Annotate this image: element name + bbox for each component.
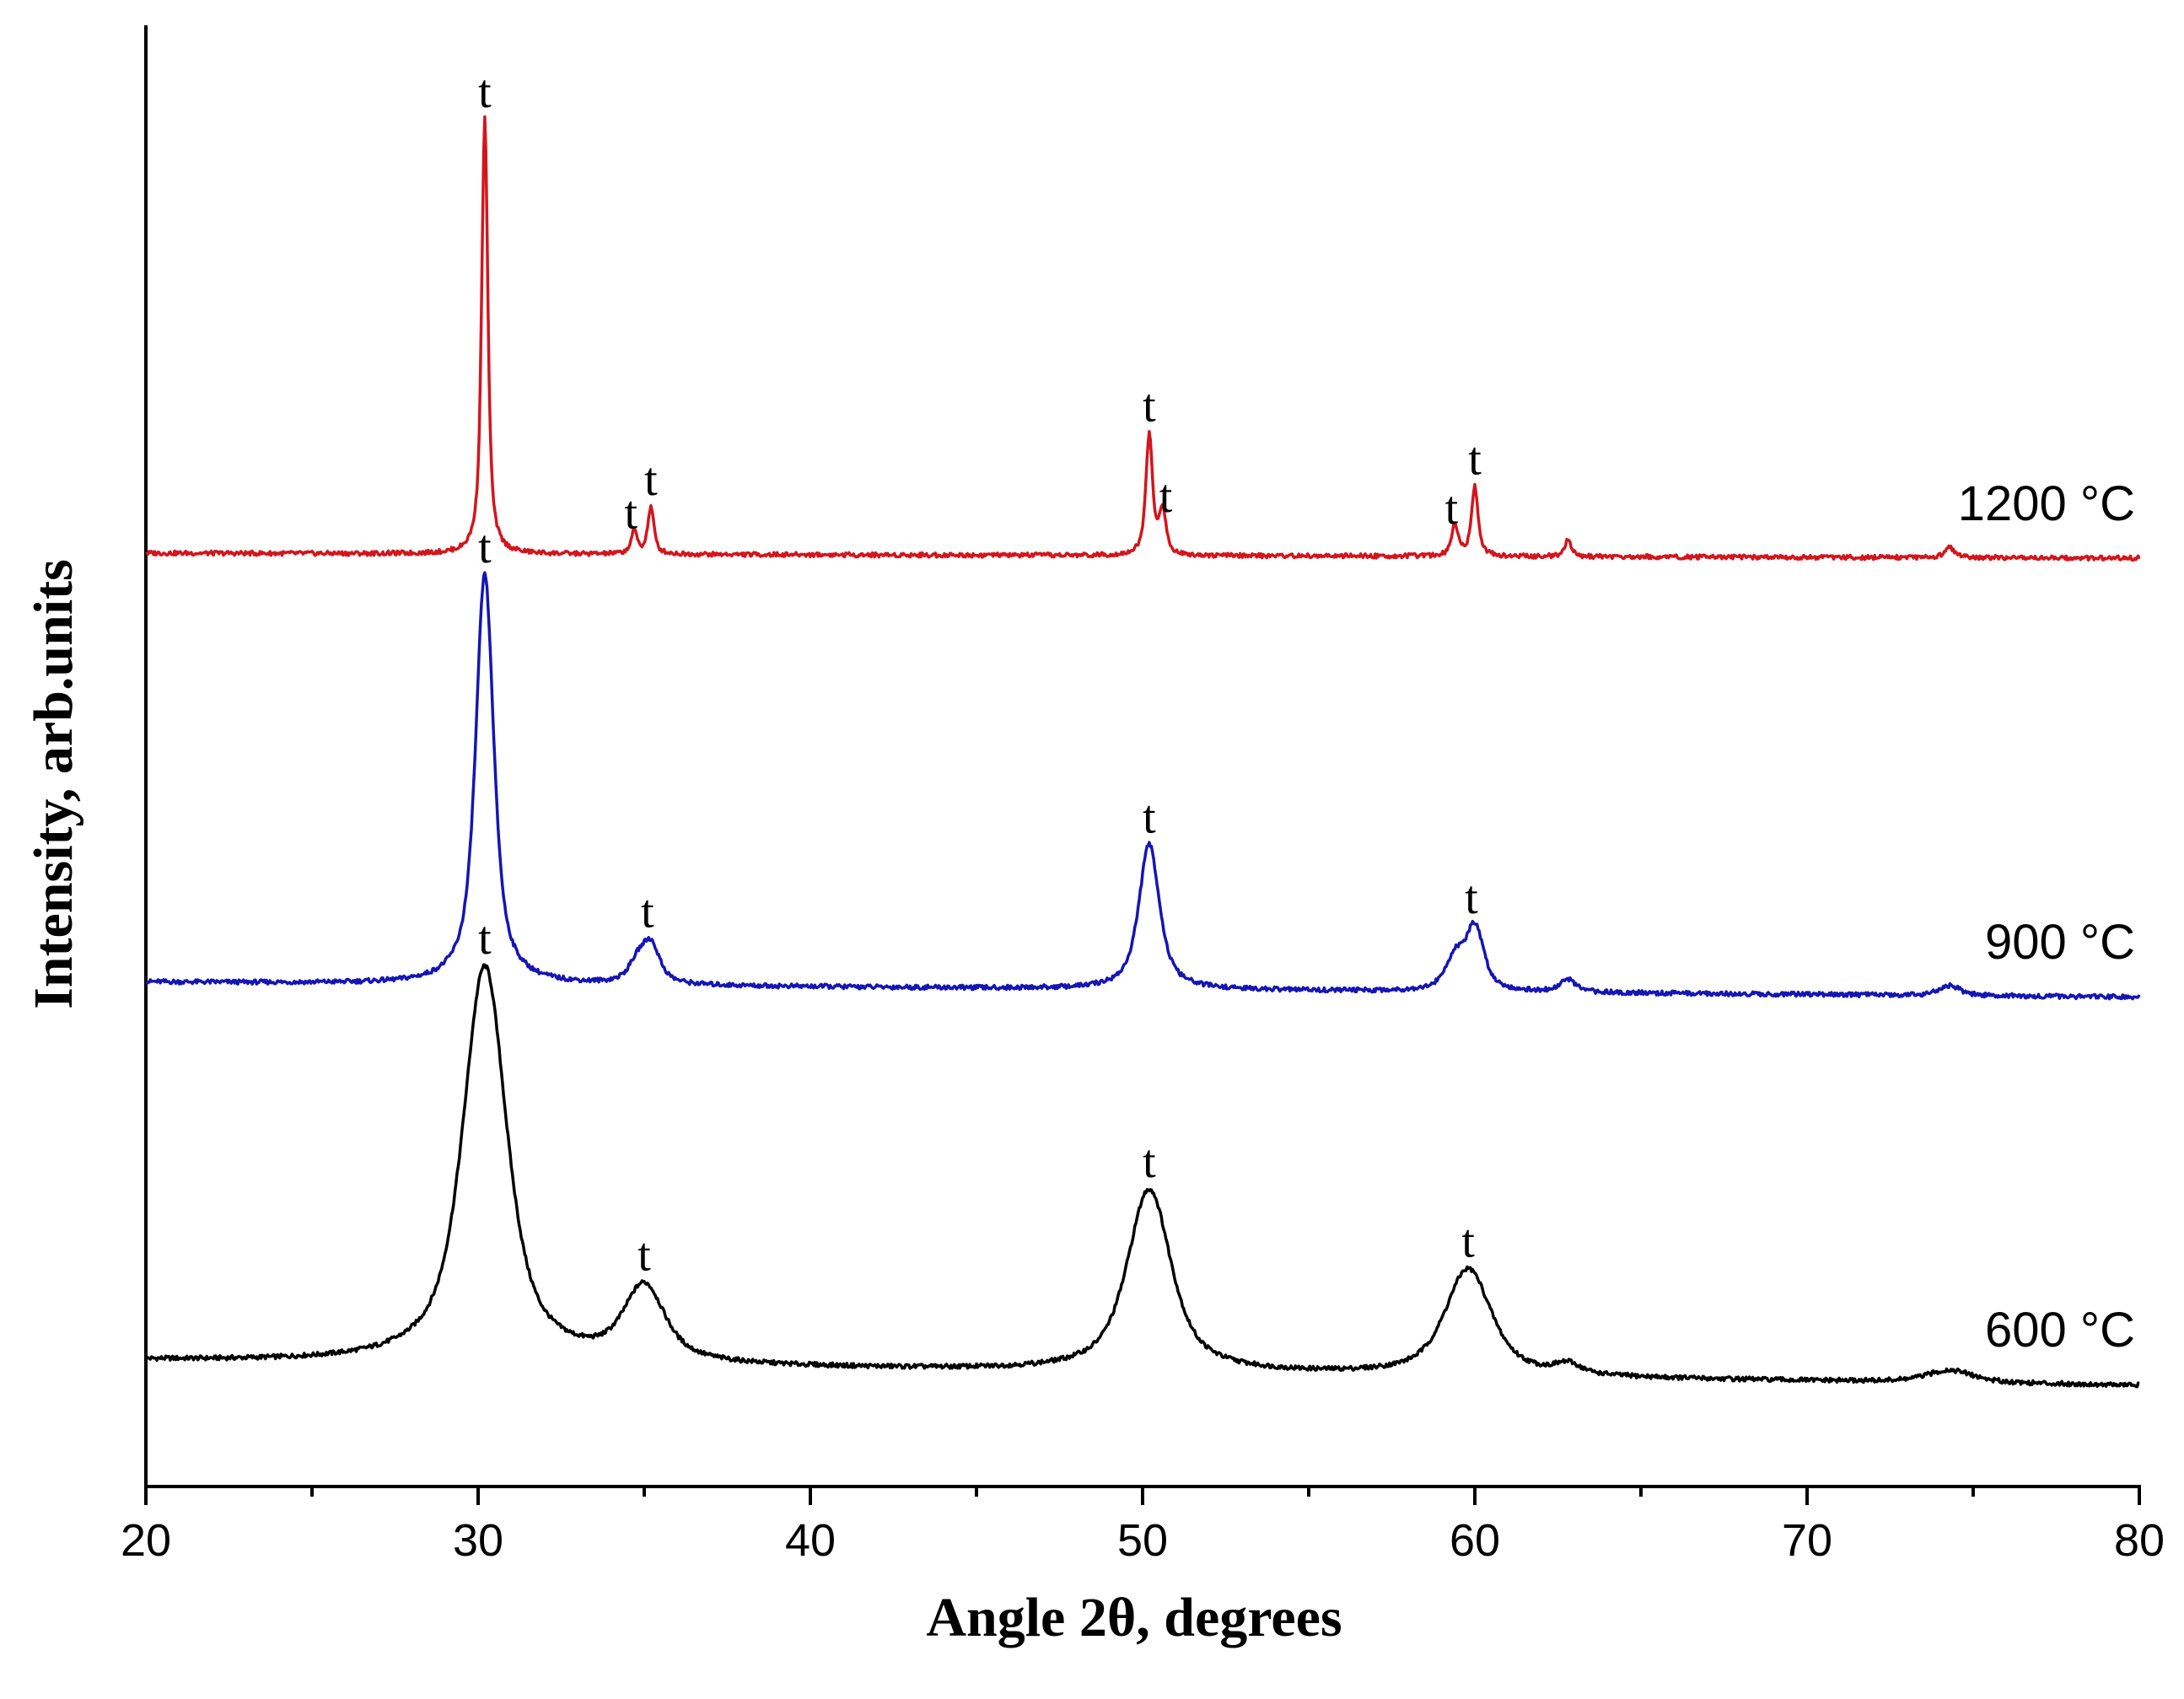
y-axis-title: Intensity, arb.units [23,559,84,1009]
series-line [145,115,2141,562]
peak-label: t [1143,1136,1156,1188]
x-tick-label: 70 [1782,1515,1832,1566]
x-ticks [144,1487,2141,1505]
series-line [144,963,2140,1389]
peak-label: t [1159,470,1173,523]
peak-label: t [1143,379,1156,432]
x-tick-label: 50 [1117,1515,1168,1566]
x-tick-label: 20 [121,1515,171,1566]
x-tick-labels: 20 30 40 50 60 70 80 [121,1515,2165,1566]
peak-label: t [1445,482,1459,535]
x-axis-title: Angle 2θ, degrees [926,1587,1342,1648]
peak-label: t [478,912,492,965]
series-label: 600 °C [1985,1303,2135,1358]
x-tick-label: 80 [2114,1515,2165,1566]
series-labels: 600 °C 900 °C 1200 °C [1958,476,2135,1358]
series-label: 1200 °C [1958,476,2135,531]
peak-label: t [1465,872,1478,924]
x-tick-label: 40 [785,1515,836,1566]
peak-label: t [478,521,492,573]
series-line [145,571,2141,1001]
peak-label: t [1468,433,1482,485]
peak-label: t [478,66,492,118]
peak-label: t [644,454,658,506]
series-label: 900 °C [1985,915,2135,970]
peak-label: t [637,1229,651,1281]
peak-label: t [624,487,637,539]
x-tick-label: 60 [1450,1515,1500,1566]
x-tick-label: 30 [453,1515,503,1566]
series-lines [144,115,2141,1389]
peak-label: t [1143,791,1156,843]
peak-label: t [1461,1215,1475,1267]
peak-label: t [641,886,654,938]
